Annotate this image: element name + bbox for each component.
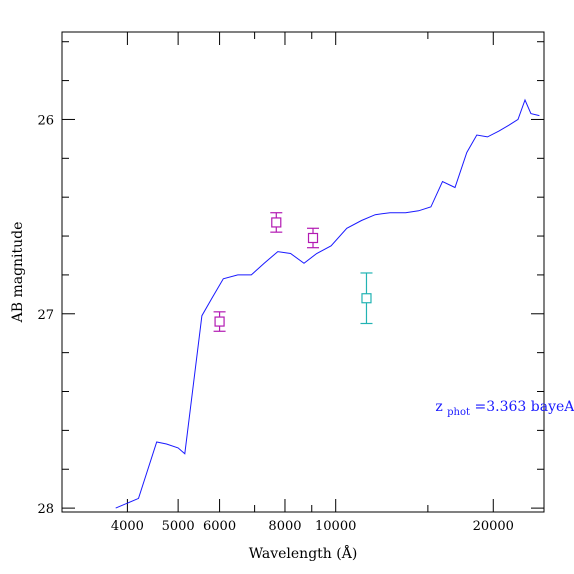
data-marker xyxy=(307,232,319,244)
data-marker xyxy=(214,316,225,327)
sed-model-line xyxy=(115,98,540,509)
y-tick-label: 28 xyxy=(37,502,54,517)
data-series xyxy=(115,98,540,509)
data-marker xyxy=(271,217,282,228)
x-axis-label: Wavelength (Å) xyxy=(249,544,358,562)
annotation-subscript: phot xyxy=(447,407,470,418)
x-tick-label: 6000 xyxy=(203,519,236,534)
y-tick-label: 26 xyxy=(37,113,54,128)
photometry-point xyxy=(213,311,226,332)
y-tick-labels: 26 27 28 xyxy=(37,113,54,517)
x-tick-label: 8000 xyxy=(268,519,301,534)
photo-z-annotation: z phot =3.363 bayeA0 xyxy=(435,399,574,419)
x-tick-label: 10000 xyxy=(315,519,356,534)
axis-ticks xyxy=(61,32,545,512)
y-axis-label: AB magnitude xyxy=(10,222,26,324)
annotation-suffix: =3.363 bayeA0 xyxy=(475,399,574,415)
photometry-point xyxy=(270,212,283,233)
data-marker xyxy=(361,293,372,304)
x-tick-labels: 4000 5000 6000 8000 10000 20000 xyxy=(111,519,514,534)
plot-frame xyxy=(61,31,545,513)
annotation-prefix: z xyxy=(435,399,442,415)
y-tick-label: 27 xyxy=(37,308,54,323)
photometry-point xyxy=(307,227,320,249)
x-tick-label: 4000 xyxy=(111,519,144,534)
photometry-point xyxy=(360,272,373,325)
x-tick-label: 20000 xyxy=(473,519,514,534)
x-tick-label: 5000 xyxy=(162,519,195,534)
